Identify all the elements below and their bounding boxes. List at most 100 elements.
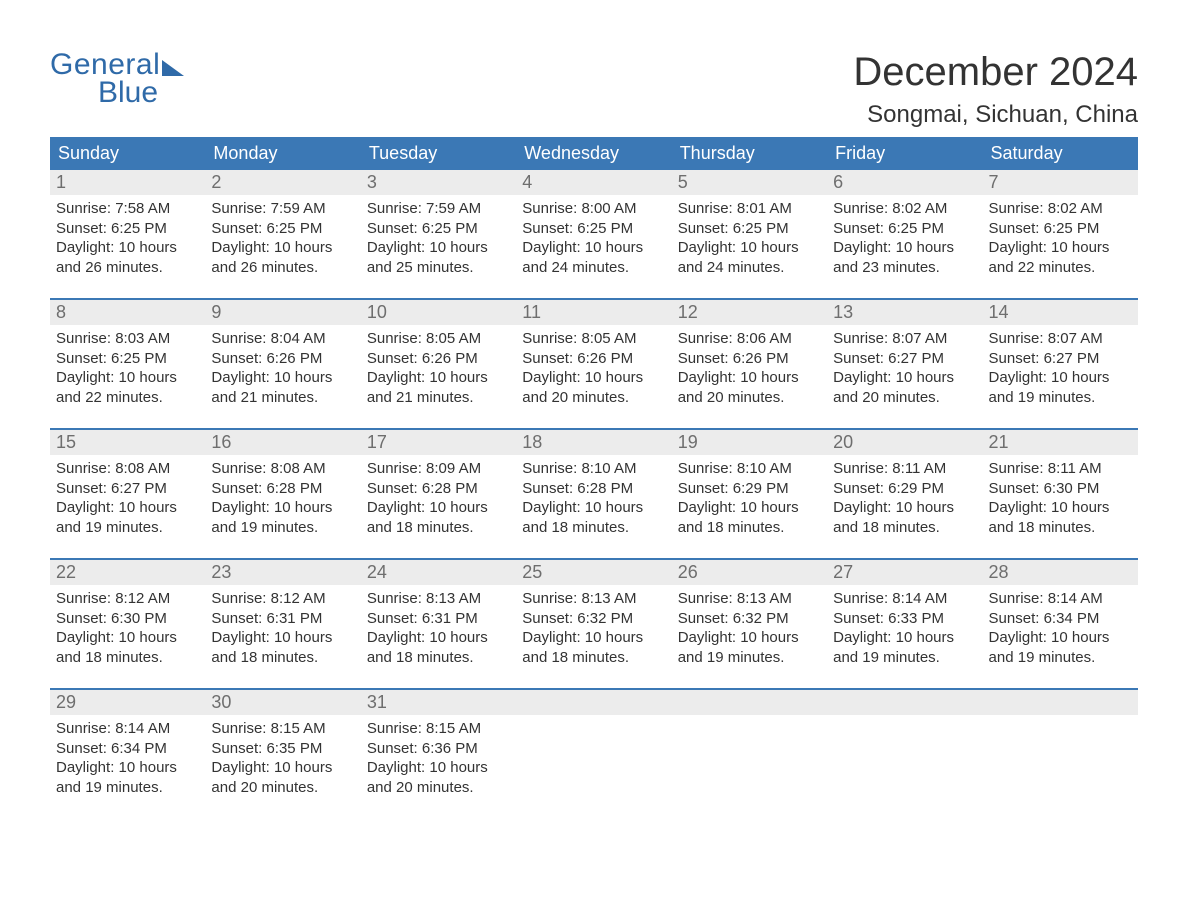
calendar-day: 5Sunrise: 8:01 AMSunset: 6:25 PMDaylight… — [672, 170, 827, 298]
sunset-line: Sunset: 6:28 PM — [367, 479, 510, 499]
sunrise-line: Sunrise: 8:14 AM — [989, 589, 1132, 609]
daylight-line: Daylight: 10 hours and 19 minutes. — [56, 758, 199, 797]
day-number: 3 — [361, 170, 516, 195]
sunset-line: Sunset: 6:28 PM — [211, 479, 354, 499]
day-details: Sunrise: 8:15 AMSunset: 6:36 PMDaylight:… — [361, 715, 516, 797]
sunset-line: Sunset: 6:25 PM — [56, 219, 199, 239]
calendar: SundayMondayTuesdayWednesdayThursdayFrid… — [50, 137, 1138, 818]
sunset-line: Sunset: 6:33 PM — [833, 609, 976, 629]
calendar-day: 4Sunrise: 8:00 AMSunset: 6:25 PMDaylight… — [516, 170, 671, 298]
calendar-day: . — [672, 690, 827, 818]
day-number: 19 — [672, 430, 827, 455]
calendar-day: . — [983, 690, 1138, 818]
sunrise-line: Sunrise: 7:59 AM — [211, 199, 354, 219]
calendar-day: 30Sunrise: 8:15 AMSunset: 6:35 PMDayligh… — [205, 690, 360, 818]
sunrise-line: Sunrise: 7:59 AM — [367, 199, 510, 219]
day-details: Sunrise: 8:14 AMSunset: 6:33 PMDaylight:… — [827, 585, 982, 667]
calendar-day: 31Sunrise: 8:15 AMSunset: 6:36 PMDayligh… — [361, 690, 516, 818]
sunset-line: Sunset: 6:25 PM — [56, 349, 199, 369]
sunrise-line: Sunrise: 8:15 AM — [367, 719, 510, 739]
day-details: Sunrise: 8:09 AMSunset: 6:28 PMDaylight:… — [361, 455, 516, 537]
calendar-day: 15Sunrise: 8:08 AMSunset: 6:27 PMDayligh… — [50, 430, 205, 558]
sunset-line: Sunset: 6:32 PM — [678, 609, 821, 629]
calendar-day: 3Sunrise: 7:59 AMSunset: 6:25 PMDaylight… — [361, 170, 516, 298]
day-number: 8 — [50, 300, 205, 325]
day-number: 5 — [672, 170, 827, 195]
day-details: Sunrise: 8:03 AMSunset: 6:25 PMDaylight:… — [50, 325, 205, 407]
sunrise-line: Sunrise: 8:10 AM — [678, 459, 821, 479]
day-number: 23 — [205, 560, 360, 585]
calendar-day: 2Sunrise: 7:59 AMSunset: 6:25 PMDaylight… — [205, 170, 360, 298]
daylight-line: Daylight: 10 hours and 23 minutes. — [833, 238, 976, 277]
calendar-day: . — [516, 690, 671, 818]
sunrise-line: Sunrise: 8:13 AM — [678, 589, 821, 609]
day-number: 15 — [50, 430, 205, 455]
day-details: Sunrise: 8:06 AMSunset: 6:26 PMDaylight:… — [672, 325, 827, 407]
day-number: . — [827, 690, 982, 715]
calendar-day: 14Sunrise: 8:07 AMSunset: 6:27 PMDayligh… — [983, 300, 1138, 428]
day-details: Sunrise: 7:58 AMSunset: 6:25 PMDaylight:… — [50, 195, 205, 277]
day-number: 30 — [205, 690, 360, 715]
day-details: Sunrise: 8:11 AMSunset: 6:30 PMDaylight:… — [983, 455, 1138, 537]
sunset-line: Sunset: 6:27 PM — [989, 349, 1132, 369]
day-details: Sunrise: 8:05 AMSunset: 6:26 PMDaylight:… — [516, 325, 671, 407]
day-number: 13 — [827, 300, 982, 325]
daylight-line: Daylight: 10 hours and 18 minutes. — [833, 498, 976, 537]
sunrise-line: Sunrise: 8:04 AM — [211, 329, 354, 349]
sunrise-line: Sunrise: 8:02 AM — [989, 199, 1132, 219]
daylight-line: Daylight: 10 hours and 19 minutes. — [833, 628, 976, 667]
day-number: 1 — [50, 170, 205, 195]
day-number: 21 — [983, 430, 1138, 455]
day-details: Sunrise: 8:04 AMSunset: 6:26 PMDaylight:… — [205, 325, 360, 407]
header-bar: General Blue December 2024 Songmai, Sich… — [50, 50, 1138, 129]
sunrise-line: Sunrise: 8:15 AM — [211, 719, 354, 739]
day-number: 16 — [205, 430, 360, 455]
weekday-header: Sunday — [50, 137, 205, 170]
daylight-line: Daylight: 10 hours and 18 minutes. — [367, 498, 510, 537]
day-number: 11 — [516, 300, 671, 325]
day-details: Sunrise: 8:05 AMSunset: 6:26 PMDaylight:… — [361, 325, 516, 407]
sunrise-line: Sunrise: 8:10 AM — [522, 459, 665, 479]
sunset-line: Sunset: 6:25 PM — [833, 219, 976, 239]
day-details: Sunrise: 8:07 AMSunset: 6:27 PMDaylight:… — [827, 325, 982, 407]
day-number: 9 — [205, 300, 360, 325]
calendar-day: 17Sunrise: 8:09 AMSunset: 6:28 PMDayligh… — [361, 430, 516, 558]
day-number: . — [672, 690, 827, 715]
day-details: Sunrise: 7:59 AMSunset: 6:25 PMDaylight:… — [205, 195, 360, 277]
daylight-line: Daylight: 10 hours and 22 minutes. — [989, 238, 1132, 277]
sunset-line: Sunset: 6:25 PM — [522, 219, 665, 239]
calendar-week: 22Sunrise: 8:12 AMSunset: 6:30 PMDayligh… — [50, 558, 1138, 688]
sunset-line: Sunset: 6:25 PM — [989, 219, 1132, 239]
calendar-day: 22Sunrise: 8:12 AMSunset: 6:30 PMDayligh… — [50, 560, 205, 688]
sunset-line: Sunset: 6:34 PM — [989, 609, 1132, 629]
day-details: Sunrise: 8:01 AMSunset: 6:25 PMDaylight:… — [672, 195, 827, 277]
daylight-line: Daylight: 10 hours and 20 minutes. — [833, 368, 976, 407]
calendar-day: 20Sunrise: 8:11 AMSunset: 6:29 PMDayligh… — [827, 430, 982, 558]
weekday-header: Monday — [205, 137, 360, 170]
calendar-day: 6Sunrise: 8:02 AMSunset: 6:25 PMDaylight… — [827, 170, 982, 298]
sunrise-line: Sunrise: 8:07 AM — [833, 329, 976, 349]
day-number: 12 — [672, 300, 827, 325]
daylight-line: Daylight: 10 hours and 19 minutes. — [989, 368, 1132, 407]
sunset-line: Sunset: 6:27 PM — [56, 479, 199, 499]
day-details: Sunrise: 8:11 AMSunset: 6:29 PMDaylight:… — [827, 455, 982, 537]
day-details: Sunrise: 8:08 AMSunset: 6:28 PMDaylight:… — [205, 455, 360, 537]
sunset-line: Sunset: 6:29 PM — [678, 479, 821, 499]
sunrise-line: Sunrise: 7:58 AM — [56, 199, 199, 219]
sunrise-line: Sunrise: 8:01 AM — [678, 199, 821, 219]
daylight-line: Daylight: 10 hours and 26 minutes. — [211, 238, 354, 277]
daylight-line: Daylight: 10 hours and 18 minutes. — [367, 628, 510, 667]
daylight-line: Daylight: 10 hours and 18 minutes. — [522, 628, 665, 667]
weekday-header: Tuesday — [361, 137, 516, 170]
day-details: Sunrise: 8:13 AMSunset: 6:31 PMDaylight:… — [361, 585, 516, 667]
sunrise-line: Sunrise: 8:09 AM — [367, 459, 510, 479]
calendar-day: 10Sunrise: 8:05 AMSunset: 6:26 PMDayligh… — [361, 300, 516, 428]
sunrise-line: Sunrise: 8:13 AM — [367, 589, 510, 609]
sunset-line: Sunset: 6:28 PM — [522, 479, 665, 499]
location-text: Songmai, Sichuan, China — [853, 101, 1138, 129]
day-details: Sunrise: 8:02 AMSunset: 6:25 PMDaylight:… — [983, 195, 1138, 277]
day-number: 24 — [361, 560, 516, 585]
sunset-line: Sunset: 6:36 PM — [367, 739, 510, 759]
calendar-day: 16Sunrise: 8:08 AMSunset: 6:28 PMDayligh… — [205, 430, 360, 558]
sunrise-line: Sunrise: 8:08 AM — [56, 459, 199, 479]
